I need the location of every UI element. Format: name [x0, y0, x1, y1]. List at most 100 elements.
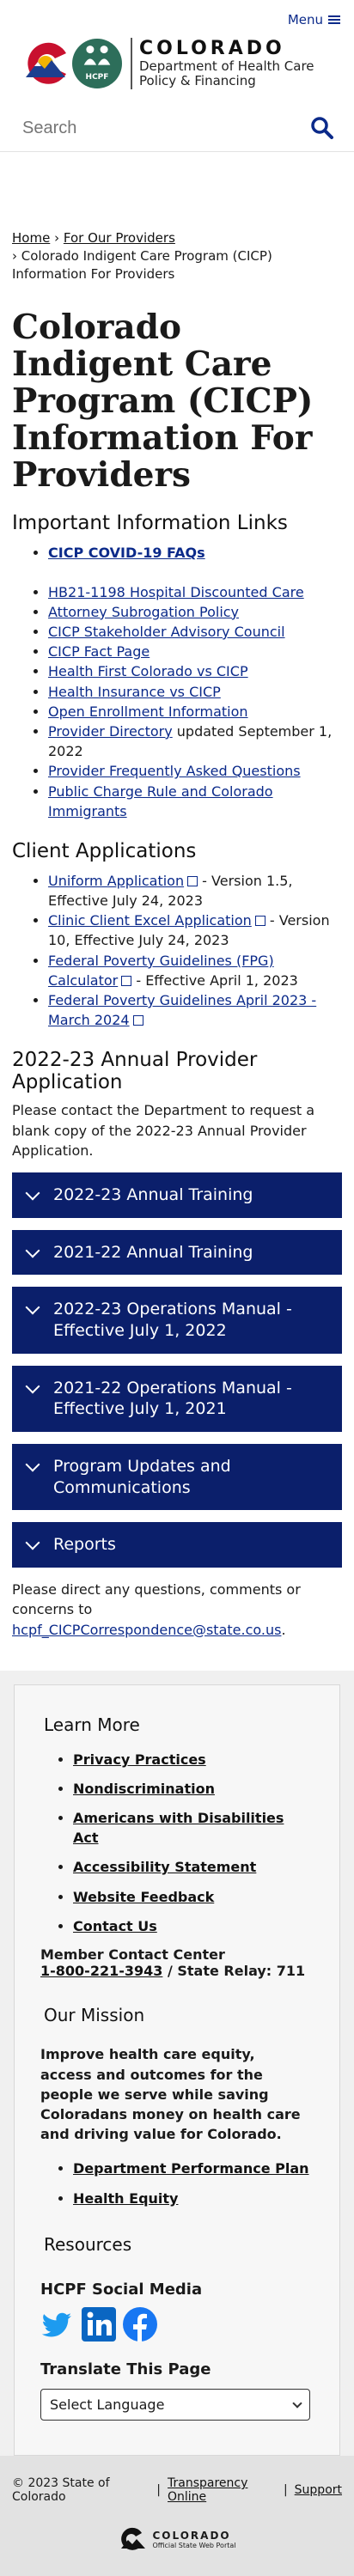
correspondence-email-link[interactable]: hcpf_CICPCorrespondence@state.co.us — [12, 1621, 282, 1638]
phone-line: 1-800-221-3943 / State Relay: 711 — [40, 1963, 310, 1979]
search-input[interactable] — [22, 118, 280, 138]
info-link[interactable]: Attorney Subrogation Policy — [48, 603, 240, 620]
important-links-list-2: HB21-1198 Hospital Discounted Care Attor… — [48, 582, 342, 821]
breadcrumb-providers[interactable]: For Our Providers — [63, 230, 175, 246]
social-links — [40, 2307, 310, 2342]
list-item: Public Charge Rule and Colorado Immigran… — [48, 782, 342, 821]
performance-plan-link[interactable]: Department Performance Plan — [73, 2160, 309, 2177]
mission-text: Improve health care equity, access and o… — [40, 2046, 301, 2143]
support-link[interactable]: Support — [294, 2483, 342, 2498]
ada-link[interactable]: Americans with Disabilities Act — [73, 1810, 284, 1846]
application-note: - Version 10, Effective July 24, 2023 — [48, 912, 330, 949]
accordion-label: Reports — [53, 1535, 116, 1555]
list-item: CICP Fact Page — [48, 642, 342, 661]
learn-more-heading: Learn More — [44, 1714, 140, 1735]
chevron-down-icon — [25, 1243, 40, 1258]
select-language-value: Select Language — [50, 2396, 165, 2414]
covid-faq-link[interactable]: CICP COVID-19 FAQs — [48, 545, 205, 562]
nondiscrimination-link[interactable]: Nondiscrimination — [73, 1781, 215, 1798]
list-item: Health First Colorado vs CICP — [48, 661, 342, 681]
hamburger-icon — [328, 15, 340, 24]
breadcrumb-home[interactable]: Home — [12, 230, 51, 246]
list-item: Nondiscrimination — [73, 1780, 310, 1799]
health-equity-link[interactable]: Health Equity — [73, 2189, 179, 2207]
list-item: Clinic Client Excel Application - Versio… — [48, 910, 342, 950]
contact-us-link[interactable]: Contact Us — [73, 1918, 157, 1935]
client-applications-heading: Client Applications — [12, 839, 197, 862]
info-link[interactable]: Health First Colorado vs CICP — [48, 663, 248, 680]
info-link[interactable]: Open Enrollment Information — [48, 703, 248, 720]
state-portal-logo[interactable]: COLORADO Official State Web Portal — [12, 2526, 342, 2552]
website-feedback-link[interactable]: Website Feedback — [73, 1888, 215, 1905]
list-item: Attorney Subrogation Policy — [48, 602, 342, 622]
info-link[interactable]: Public Charge Rule and Colorado Immigran… — [48, 783, 273, 819]
list-item: Uniform Application - Version 1.5, Effec… — [48, 871, 342, 910]
hcpf-logo-label: HCPF — [85, 72, 109, 82]
info-link[interactable]: Provider Frequently Asked Questions — [48, 763, 301, 780]
list-item: CICP Stakeholder Advisory Council — [48, 622, 342, 642]
client-applications-list: Uniform Application - Version 1.5, Effec… — [48, 871, 342, 1031]
accordion-annual-training-2021[interactable]: 2021-22 Annual Training — [12, 1229, 342, 1276]
external-link-icon — [254, 916, 266, 927]
hcpf-logo[interactable]: HCPF COLORADO Department of Health Care … — [21, 38, 314, 89]
list-item: HB21-1198 Hospital Discounted Care — [48, 582, 342, 602]
list-item: CICP COVID-19 FAQs — [48, 543, 342, 563]
chevron-down-icon — [292, 2398, 302, 2409]
list-item: Federal Poverty Guidelines (FPG) Calcula… — [48, 951, 342, 990]
privacy-practices-link[interactable]: Privacy Practices — [73, 1751, 206, 1768]
accordion-annual-training-2022[interactable]: 2022-23 Annual Training — [12, 1172, 342, 1218]
info-link[interactable]: HB21-1198 Hospital Discounted Care — [48, 583, 304, 600]
accordion-label: 2022-23 Operations Manual - Effective Ju… — [53, 1300, 292, 1341]
clinic-excel-application-link[interactable]: Clinic Client Excel Application — [48, 912, 252, 929]
accordion-operations-manual-2021[interactable]: 2021-22 Operations Manual - Effective Ju… — [12, 1365, 342, 1433]
external-link-icon — [121, 975, 132, 986]
translate-heading: Translate This Page — [40, 2360, 211, 2379]
logo-subtitle-line1: Department of Health Care — [139, 58, 314, 74]
accordion-label: 2021-22 Operations Manual - Effective Ju… — [53, 1378, 292, 1419]
divider: | — [156, 2483, 161, 2498]
chevron-down-icon — [25, 1379, 40, 1394]
facebook-icon[interactable] — [123, 2307, 157, 2342]
linkedin-icon[interactable] — [82, 2307, 116, 2342]
info-link[interactable]: Health Insurance vs CICP — [48, 683, 221, 700]
language-select[interactable]: Select Language — [40, 2389, 310, 2421]
external-link-icon — [132, 1015, 143, 1026]
accordion-reports[interactable]: Reports — [12, 1522, 342, 1568]
menu-label: Menu — [287, 12, 323, 27]
search-bar — [0, 105, 354, 152]
bottom-bar: © 2023 State of Colorado | Transparency … — [0, 2456, 354, 2576]
accordion-operations-manual-2022[interactable]: 2022-23 Operations Manual - Effective Ju… — [12, 1287, 342, 1354]
footer-card: Learn More Privacy Practices Nondiscrimi… — [14, 1684, 340, 2457]
site-footer: Learn More Privacy Practices Nondiscrimi… — [0, 1670, 354, 2457]
breadcrumb: Home › For Our Providers › Colorado Indi… — [12, 229, 342, 283]
application-note: - Version 1.5, Effective July 24, 2023 — [48, 872, 293, 910]
accordion-program-updates[interactable]: Program Updates and Communications — [12, 1444, 342, 1511]
state-portal-title: COLORADO — [152, 2529, 231, 2542]
info-link[interactable]: CICP Fact Page — [48, 643, 150, 661]
fpg-guidelines-link[interactable]: Federal Poverty Guidelines April 2023 - … — [48, 992, 317, 1029]
important-links-list: CICP COVID-19 FAQs — [48, 543, 342, 563]
list-item: Website Feedback — [73, 1888, 310, 1907]
logo-text: COLORADO Department of Health Care Polic… — [131, 38, 314, 89]
phone-link[interactable]: 1-800-221-3943 — [40, 1963, 163, 1980]
accessibility-link[interactable]: Accessibility Statement — [73, 1859, 257, 1876]
member-contact-center: Member Contact Center — [40, 1946, 225, 1964]
list-item: Federal Poverty Guidelines April 2023 - … — [48, 990, 342, 1030]
fpg-calculator-link[interactable]: Federal Poverty Guidelines (FPG) Calcula… — [48, 952, 274, 989]
twitter-icon[interactable] — [40, 2307, 75, 2342]
directory-updated-note: updated September 1, 2022 — [48, 722, 333, 760]
list-item: Open Enrollment Information — [48, 702, 342, 722]
search-icon[interactable] — [311, 117, 333, 139]
provider-directory-link[interactable]: Provider Directory — [48, 722, 173, 740]
menu-button[interactable]: Menu — [288, 12, 340, 27]
uniform-application-link[interactable]: Uniform Application — [48, 872, 185, 889]
list-item: Health Insurance vs CICP — [48, 682, 342, 702]
list-item: Health Equity — [73, 2189, 310, 2208]
transparency-online-link[interactable]: Transparency Online — [168, 2476, 248, 2505]
annual-application-heading: 2022-23 Annual Provider Application — [12, 1049, 258, 1094]
colorado-c-logo-icon — [26, 42, 66, 84]
info-link[interactable]: CICP Stakeholder Advisory Council — [48, 624, 285, 641]
questions-end: . — [281, 1621, 286, 1638]
copyright: © 2023 State of Colorado — [12, 2476, 110, 2505]
chevron-down-icon — [25, 1535, 40, 1550]
